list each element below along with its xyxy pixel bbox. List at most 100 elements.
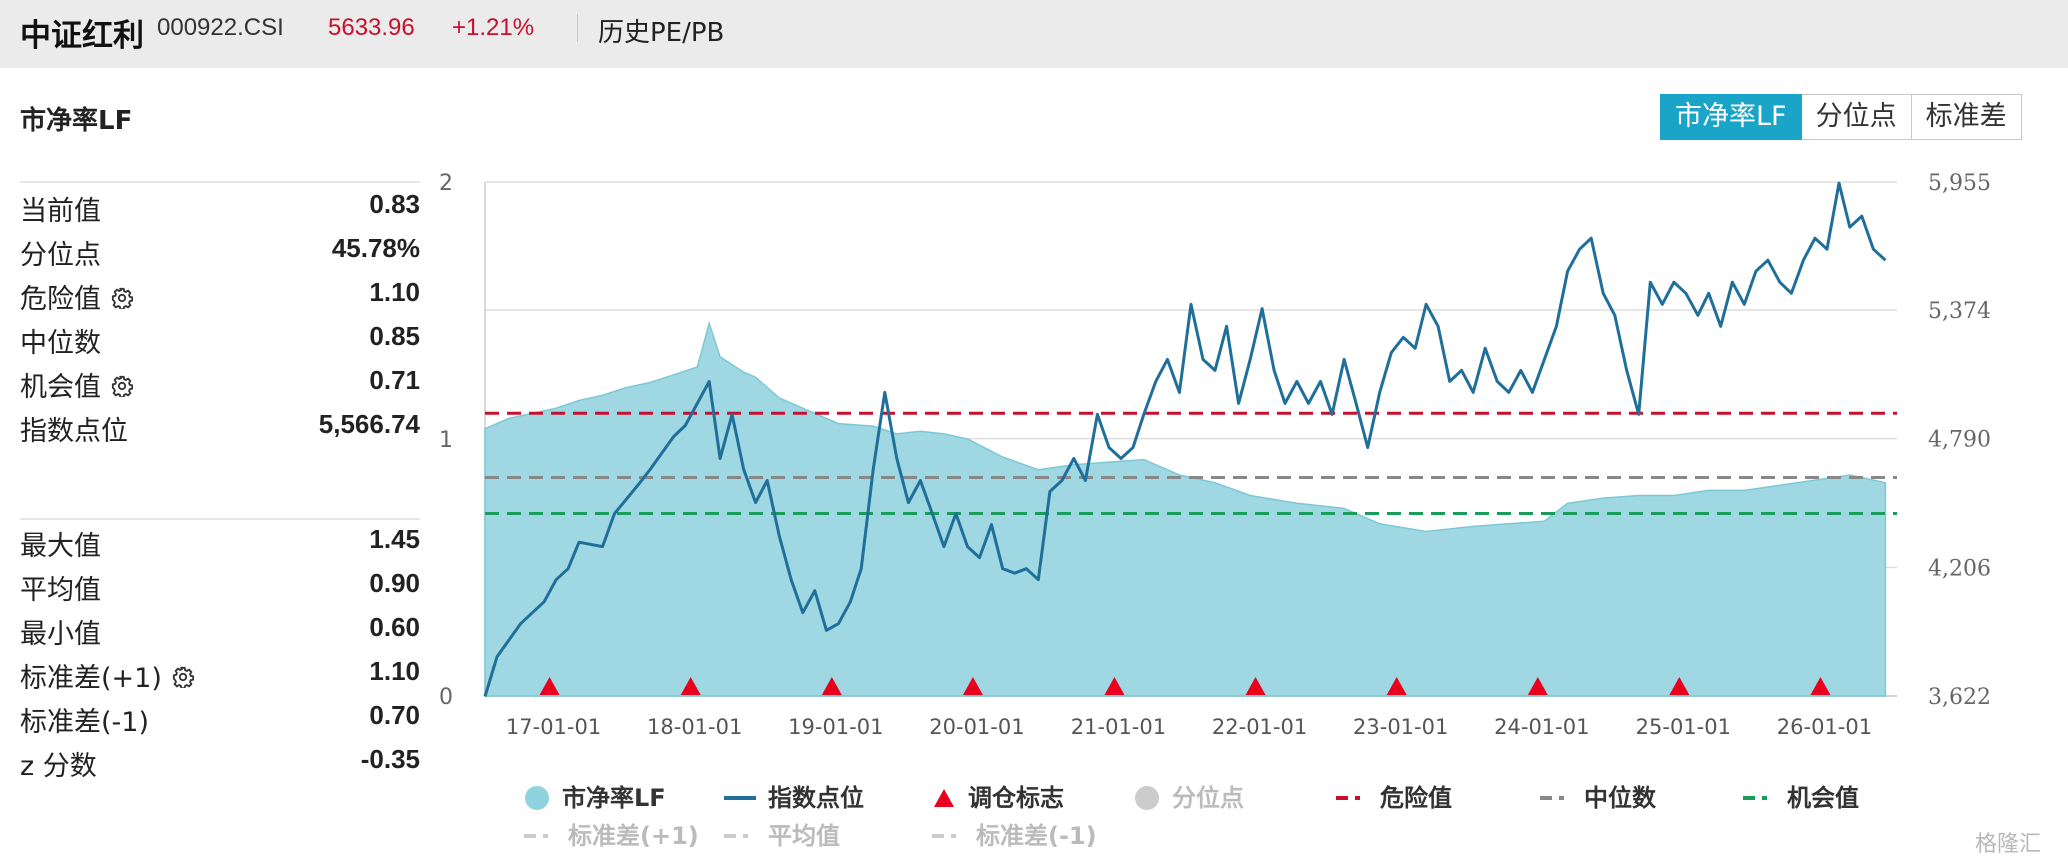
gear-icon[interactable]	[111, 285, 134, 316]
rebalance-marker	[962, 677, 983, 695]
x-tick-label: 22-01-01	[1212, 715, 1307, 739]
rebalance-marker	[1104, 677, 1125, 695]
stat-value: 5,566.74	[318, 409, 420, 439]
legend-dash-icon	[524, 822, 568, 850]
stats-panel: 当前值 0.83 分位点 45.78% 危险值 1.10 中位数 0.85 机会值 0.71 指数点…	[20, 0, 420, 860]
x-tick-label: 24-01-01	[1494, 715, 1589, 739]
stat-value: 45.78%	[331, 233, 420, 263]
legend-item[interactable]: 标准差(+1)	[524, 816, 699, 851]
stat-row: 机会值 0.71	[20, 365, 420, 405]
stat-row: z 分数 -0.35	[20, 744, 420, 784]
gear-icon[interactable]	[111, 373, 134, 404]
legend-dash-icon	[932, 822, 976, 850]
stat-value: -0.35	[360, 744, 420, 774]
stat-label: 标准差(+1)	[20, 656, 194, 695]
rebalance-marker	[1669, 677, 1690, 695]
stat-label: 最小值	[20, 619, 101, 650]
legend-label: 标准差(+1)	[568, 822, 699, 850]
legend-label: 中位数	[1584, 784, 1656, 812]
tab-percentile[interactable]: 分位点	[1801, 94, 1912, 140]
stat-row: 平均值 0.90	[20, 568, 420, 608]
metric-tabs: 市净率LF 分位点 标准差	[1660, 94, 2022, 140]
stat-row: 中位数 0.85	[20, 321, 420, 361]
stat-value: 1.10	[369, 656, 420, 686]
stat-label: 当前值	[20, 196, 101, 227]
legend-item[interactable]: 中位数	[1540, 778, 1656, 813]
rebalance-marker	[1386, 677, 1407, 695]
legend-label: 市净率LF	[562, 784, 666, 812]
index-name: 中证红利	[20, 18, 144, 54]
rebalance-marker	[1245, 677, 1266, 695]
y-right-tick-label: 4,790	[1928, 428, 1991, 453]
index-code: 000922.CSI	[157, 14, 284, 41]
legend-label: 平均值	[768, 822, 840, 850]
tab-pb[interactable]: 市净率LF	[1660, 94, 1802, 140]
y-right-tick-label: 3,622	[1928, 685, 1991, 710]
stat-value: 1.45	[369, 524, 420, 554]
legend-item[interactable]: 指数点位	[724, 778, 864, 813]
y-right-tick-label: 4,206	[1928, 556, 1991, 581]
rebalance-marker	[1810, 677, 1831, 695]
legend-label: 调仓标志	[968, 784, 1064, 812]
y-left-tick-label: 0	[439, 685, 453, 710]
x-tick-label: 19-01-01	[788, 715, 883, 739]
stat-row: 分位点 45.78%	[20, 233, 420, 273]
stat-label: 平均值	[20, 575, 101, 606]
stat-row: 指数点位 5,566.74	[20, 409, 420, 449]
x-tick-label: 23-01-01	[1353, 715, 1448, 739]
x-tick-label: 17-01-01	[506, 715, 601, 739]
series-index-line	[483, 181, 1887, 697]
tab-stddev[interactable]: 标准差	[1911, 94, 2022, 140]
header-divider	[577, 14, 578, 42]
x-tick-label: 18-01-01	[647, 715, 742, 739]
legend-item[interactable]: 危险值	[1336, 778, 1452, 813]
stat-value: 0.60	[369, 612, 420, 642]
index-change: +1.21%	[452, 14, 535, 41]
stat-row: 当前值 0.83	[20, 189, 420, 229]
x-tick-label: 20-01-01	[929, 715, 1024, 739]
stat-label: 分位点	[20, 240, 101, 271]
legend-triangle-icon	[932, 784, 968, 812]
stat-label: 最大值	[20, 531, 101, 562]
y-left-tick-label: 1	[439, 428, 453, 453]
stat-value: 0.71	[369, 365, 420, 395]
legend-label: 机会值	[1787, 784, 1859, 812]
stats-divider-top	[20, 181, 420, 183]
legend-circle-icon	[524, 784, 562, 812]
y-right-tick-label: 5,374	[1928, 299, 1991, 324]
legend-item[interactable]: 市净率LF	[524, 778, 666, 813]
stat-row: 最小值 0.60	[20, 612, 420, 652]
stat-value: 1.10	[369, 277, 420, 307]
y-right-tick-label: 5,955	[1928, 171, 1991, 196]
legend-label: 危险值	[1380, 784, 1452, 812]
stat-value: 0.85	[369, 321, 420, 351]
stat-row: 标准差(+1) 1.10	[20, 656, 420, 696]
watermark-logo: 格隆汇	[1975, 832, 2042, 857]
legend-item[interactable]: 调仓标志	[932, 778, 1064, 813]
legend-label: 分位点	[1172, 784, 1244, 812]
stat-label: z 分数	[20, 751, 97, 782]
legend-dash-icon	[724, 822, 768, 850]
top-bar: 中证红利 000922.CSI 5633.96 +1.21% 历史PE/PB	[0, 0, 2068, 68]
x-tick-label: 21-01-01	[1071, 715, 1166, 739]
x-tick-label: 26-01-01	[1777, 715, 1872, 739]
stat-value: 0.70	[369, 700, 420, 730]
legend-label: 指数点位	[768, 784, 864, 812]
rebalance-marker	[1527, 677, 1548, 695]
stat-label: 机会值	[20, 365, 134, 404]
stat-row: 危险值 1.10	[20, 277, 420, 317]
legend-label: 标准差(-1)	[976, 822, 1097, 850]
stat-label: 中位数	[20, 328, 101, 359]
legend-item[interactable]: 机会值	[1743, 778, 1859, 813]
gear-icon[interactable]	[172, 664, 194, 695]
legend-item[interactable]: 分位点	[1134, 778, 1244, 813]
stat-row: 标准差(-1) 0.70	[20, 700, 420, 740]
legend-dash-icon	[1540, 784, 1584, 812]
stat-label: 标准差(-1)	[20, 707, 149, 738]
y-left-tick-label: 2	[439, 171, 453, 196]
section-title: 市净率LF	[20, 106, 133, 136]
legend-item[interactable]: 平均值	[724, 816, 840, 851]
rebalance-marker	[539, 677, 560, 695]
page-label[interactable]: 历史PE/PB	[598, 18, 725, 48]
legend-item[interactable]: 标准差(-1)	[932, 816, 1097, 851]
